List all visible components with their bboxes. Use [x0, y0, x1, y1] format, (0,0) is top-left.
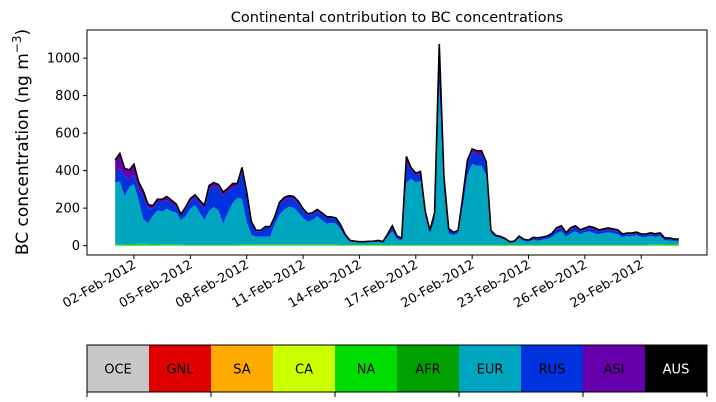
legend-label: AFR: [415, 363, 440, 378]
legend-swatch: [149, 345, 212, 392]
area-series-eur: [115, 85, 679, 245]
legend-label: NA: [357, 363, 376, 378]
legend-swatch: [459, 345, 522, 392]
legend-swatch: [583, 345, 646, 392]
legend-item-asi: ASI: [583, 345, 646, 392]
y-axis-label-text: BC concentration (ng m: [13, 53, 33, 255]
legend-item-oce: OCE: [87, 345, 150, 392]
y-tick-label: 600: [55, 127, 80, 142]
legend-swatch: [211, 345, 274, 392]
legend-item-afr: AFR: [397, 345, 460, 392]
y-axis-ticks: 0 200 400 600 800 1000: [47, 52, 87, 254]
y-tick-label: 800: [55, 89, 80, 104]
plot-frame: [86, 29, 708, 256]
legend-swatch: [335, 345, 398, 392]
legend-item-aus: AUS: [645, 345, 708, 392]
legend-label: RUS: [539, 363, 566, 378]
legend-item-ca: CA: [273, 345, 336, 392]
legend-swatch: [397, 345, 460, 392]
y-axis-label-unit-exponent: −3: [10, 35, 24, 53]
legend-swatch: [521, 345, 584, 392]
legend-swatch: [273, 345, 336, 392]
legend-label: AUS: [663, 363, 690, 378]
x-axis-ticks: 02-Feb-201205-Feb-201208-Feb-201211-Feb-…: [60, 255, 646, 311]
y-axis-label: BC concentration (ng m−3): [10, 29, 33, 255]
legend-item-rus: RUS: [521, 345, 584, 392]
legend-label: GNL: [166, 363, 194, 378]
legend-label: SA: [233, 363, 250, 378]
legend-label: OCE: [104, 363, 132, 378]
legend-swatch: [87, 345, 150, 392]
legend-item-sa: SA: [211, 345, 274, 392]
legend-item-eur: EUR: [459, 345, 522, 392]
y-tick-label: 1000: [47, 52, 80, 67]
legend-swatch: [645, 345, 708, 392]
legend-label: EUR: [477, 363, 504, 378]
y-axis-label-end: ): [13, 29, 33, 36]
legend-label: ASI: [604, 363, 625, 378]
total-concentration-line: [114, 43, 679, 243]
legend-item-gnl: GNL: [149, 345, 212, 392]
y-tick-label: 0: [72, 239, 80, 254]
legend-item-na: NA: [335, 345, 398, 392]
continent-legend-bar: OCE GNL SA CA NA AFR EUR RUS ASI AUS: [86, 344, 708, 397]
y-tick-label: 200: [55, 202, 80, 217]
chart-title: Continental contribution to BC concentra…: [231, 10, 563, 26]
legend-label: CA: [295, 363, 313, 378]
legend-frame: [86, 344, 708, 393]
y-tick-label: 400: [55, 164, 80, 179]
area-series-afr: [115, 243, 679, 245]
stacked-areas: [115, 43, 679, 246]
